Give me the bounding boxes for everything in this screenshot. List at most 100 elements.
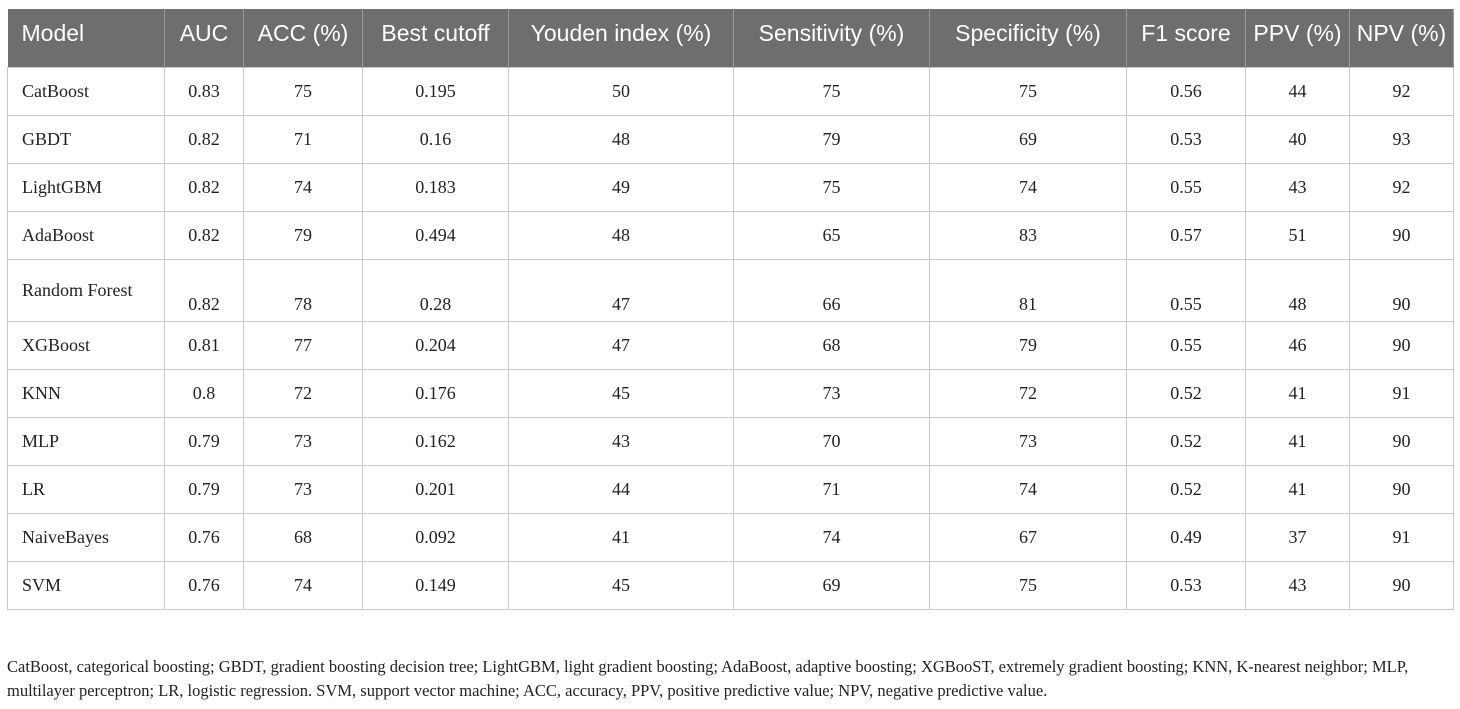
table-cell: 71 — [243, 114, 363, 164]
header-row: Model AUC ACC (%) Best cutoff Youden ind… — [7, 9, 1454, 67]
table-cell: 66 — [733, 258, 930, 322]
table-cell: 51 — [1245, 210, 1350, 260]
table-cell: 48 — [508, 210, 734, 260]
header-cell: ACC (%) — [243, 9, 363, 67]
table-cell: 0.79 — [164, 416, 244, 466]
header-cell: PPV (%) — [1245, 9, 1350, 67]
results-table-container: Model AUC ACC (%) Best cutoff Youden ind… — [7, 9, 1454, 610]
table-cell: 74 — [243, 560, 363, 610]
table-cell: 0.092 — [362, 512, 509, 562]
table-cell: 0.183 — [362, 162, 509, 212]
table-cell: 0.82 — [164, 258, 244, 322]
table-cell: 0.56 — [1126, 66, 1246, 116]
header-cell: Specificity (%) — [929, 9, 1127, 67]
table-cell: 90 — [1349, 258, 1454, 322]
table-cell: 90 — [1349, 464, 1454, 514]
table-row: XGBoost 0.81 77 0.204 47 68 79 0.55 46 90 — [7, 320, 1454, 370]
header-cell: F1 score — [1126, 9, 1246, 67]
table-cell: 75 — [243, 66, 363, 116]
table-cell: 0.204 — [362, 320, 509, 370]
table-cell: 0.16 — [362, 114, 509, 164]
table-cell: 68 — [733, 320, 930, 370]
table-cell: 73 — [243, 416, 363, 466]
table-cell: 0.176 — [362, 368, 509, 418]
table-cell: 79 — [243, 210, 363, 260]
table-cell: 92 — [1349, 162, 1454, 212]
table-cell: 50 — [508, 66, 734, 116]
table-cell: 92 — [1349, 66, 1454, 116]
table-row: SVM 0.76 74 0.149 45 69 75 0.53 43 90 — [7, 560, 1454, 610]
table-cell: 73 — [733, 368, 930, 418]
table-cell: 46 — [1245, 320, 1350, 370]
table-cell: 77 — [243, 320, 363, 370]
table-cell: 0.82 — [164, 114, 244, 164]
table-cell: 0.82 — [164, 162, 244, 212]
table-cell: 74 — [929, 162, 1127, 212]
table-cell: 91 — [1349, 368, 1454, 418]
table-cell: 75 — [929, 560, 1127, 610]
table-cell: 81 — [929, 258, 1127, 322]
table-cell: 0.55 — [1126, 258, 1246, 322]
header-cell: Youden index (%) — [508, 9, 734, 67]
table-cell: 67 — [929, 512, 1127, 562]
table-cell: 49 — [508, 162, 734, 212]
table-cell: 83 — [929, 210, 1127, 260]
table-cell: 69 — [733, 560, 930, 610]
table-cell: 90 — [1349, 210, 1454, 260]
table-cell: 0.28 — [362, 258, 509, 322]
table-cell: 0.52 — [1126, 368, 1246, 418]
model-name-cell: Random Forest — [7, 258, 165, 322]
table-cell: 70 — [733, 416, 930, 466]
table-cell: 0.83 — [164, 66, 244, 116]
table-row: LightGBM 0.82 74 0.183 49 75 74 0.55 43 92 — [7, 162, 1454, 212]
model-name-cell: GBDT — [7, 114, 165, 164]
table-cell: 0.55 — [1126, 320, 1246, 370]
table-cell: 0.53 — [1126, 560, 1246, 610]
table-cell: 0.52 — [1126, 464, 1246, 514]
table-cell: 0.82 — [164, 210, 244, 260]
table-cell: 75 — [733, 66, 930, 116]
table-cell: 73 — [243, 464, 363, 514]
table-cell: 93 — [1349, 114, 1454, 164]
model-name-cell: SVM — [7, 560, 165, 610]
table-cell: 74 — [929, 464, 1127, 514]
table-cell: 43 — [1245, 162, 1350, 212]
header-cell: AUC — [164, 9, 244, 67]
table-cell: 74 — [243, 162, 363, 212]
table-cell: 73 — [929, 416, 1127, 466]
table-cell: 0.195 — [362, 66, 509, 116]
table-cell: 0.149 — [362, 560, 509, 610]
table-cell: 41 — [508, 512, 734, 562]
table-row: CatBoost 0.83 75 0.195 50 75 75 0.56 44 92 — [7, 66, 1454, 116]
table-cell: 0.8 — [164, 368, 244, 418]
table-body: CatBoost 0.83 75 0.195 50 75 75 0.56 44 92 GBDT 0.8… — [7, 66, 1454, 610]
table-cell: 71 — [733, 464, 930, 514]
table-cell: 90 — [1349, 560, 1454, 610]
model-performance-table: Model AUC ACC (%) Best cutoff Youden ind… — [7, 9, 1454, 610]
model-name-cell: KNN — [7, 368, 165, 418]
table-footnote: CatBoost, categorical boosting; GBDT, gr… — [7, 657, 1409, 700]
table-cell: 0.55 — [1126, 162, 1246, 212]
table-row: LR 0.79 73 0.201 44 71 74 0.52 41 90 — [7, 464, 1454, 514]
table-cell: 79 — [929, 320, 1127, 370]
table-cell: 90 — [1349, 416, 1454, 466]
table-row: KNN 0.8 72 0.176 45 73 72 0.52 41 91 — [7, 368, 1454, 418]
table-cell: 47 — [508, 258, 734, 322]
model-name-cell: LR — [7, 464, 165, 514]
model-name-cell: MLP — [7, 416, 165, 466]
header-cell: Model — [7, 9, 165, 67]
table-cell: 0.76 — [164, 560, 244, 610]
table-cell: 0.201 — [362, 464, 509, 514]
header-cell: Best cutoff — [362, 9, 509, 67]
table-cell: 69 — [929, 114, 1127, 164]
table-row: Random Forest 0.82 78 0.28 47 66 81 0.55 48 90 — [7, 258, 1454, 322]
table-cell: 0.52 — [1126, 416, 1246, 466]
table-cell: 44 — [508, 464, 734, 514]
table-cell: 48 — [1245, 258, 1350, 322]
table-cell: 41 — [1245, 416, 1350, 466]
model-name-cell: LightGBM — [7, 162, 165, 212]
header-cell: NPV (%) — [1349, 9, 1454, 67]
table-cell: 72 — [243, 368, 363, 418]
table-row: MLP 0.79 73 0.162 43 70 73 0.52 41 90 — [7, 416, 1454, 466]
model-name-cell: NaiveBayes — [7, 512, 165, 562]
